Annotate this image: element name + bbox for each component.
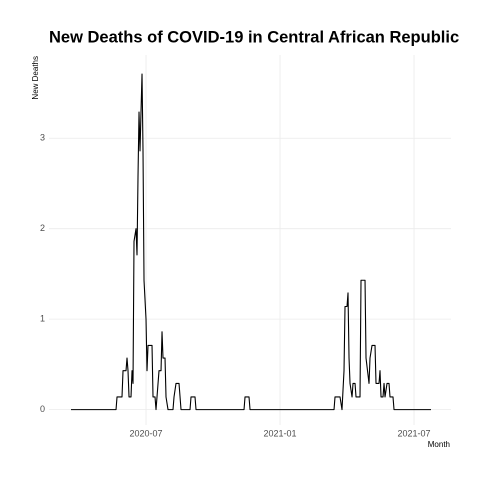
y-tick-label: 3 [40, 133, 45, 143]
y-axis-label: New Deaths [31, 56, 40, 100]
grid [49, 55, 451, 425]
data-line [71, 73, 432, 411]
y-tick-label: 2 [40, 223, 45, 233]
marks [71, 73, 432, 411]
y-tick-label: 1 [40, 314, 45, 324]
x-axis-label: Month [428, 440, 450, 449]
x-tick-label: 2021-07 [398, 428, 431, 438]
x-tick-label: 2021-01 [264, 428, 297, 438]
chart-title: New Deaths of COVID-19 in Central Africa… [49, 28, 459, 46]
x-tick-label: 2020-07 [130, 428, 163, 438]
y-tick-label: 0 [40, 404, 45, 414]
